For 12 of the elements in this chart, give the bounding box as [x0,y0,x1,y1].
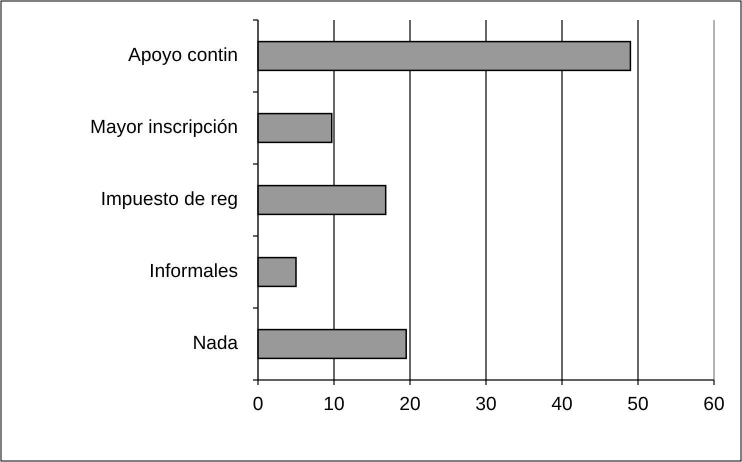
x-tick-label: 40 [551,394,573,415]
x-tick-label: 50 [627,394,649,415]
x-tick-label: 30 [475,394,497,415]
y-tick-label: Impuesto de reg [100,189,238,210]
x-tick-label: 60 [703,394,725,415]
y-tick-label: Apoyo contin [128,45,238,66]
x-tick-label: 10 [323,394,345,415]
y-tick-label: Nada [192,333,238,354]
x-tick-label: 0 [252,394,264,415]
y-tick-label: Informales [149,261,238,282]
x-tick-label: 20 [399,394,421,415]
y-tick-label: Mayor inscripción [90,117,238,138]
